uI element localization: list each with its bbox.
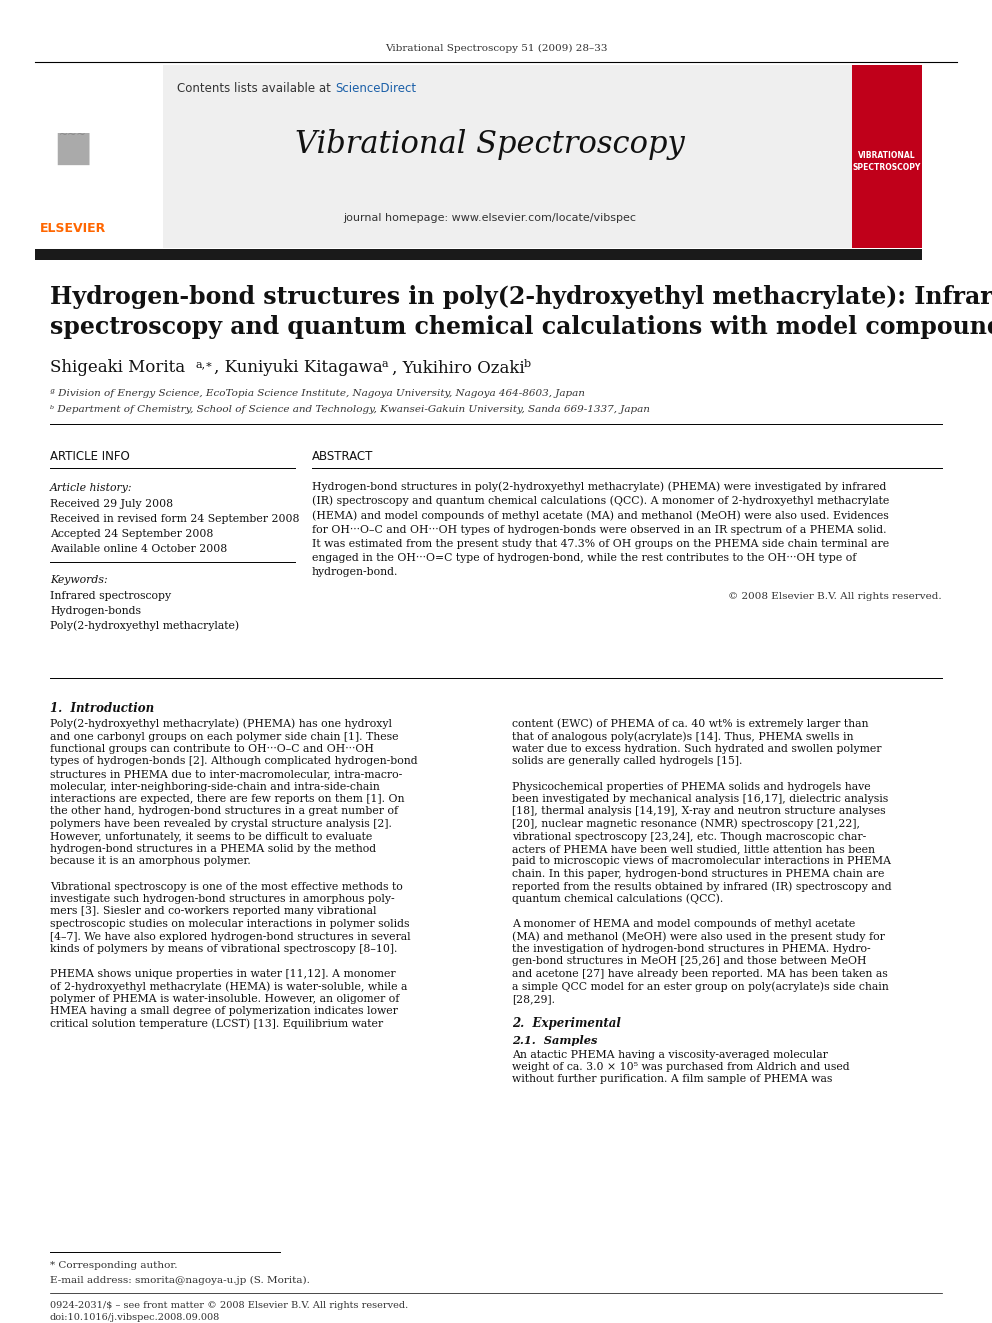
- Text: mers [3]. Siesler and co-workers reported many vibrational: mers [3]. Siesler and co-workers reporte…: [50, 906, 377, 917]
- Bar: [35, 65, 922, 247]
- Text: engaged in the OH···O=C type of hydrogen-bond, while the rest contributes to the: engaged in the OH···O=C type of hydrogen…: [312, 553, 856, 564]
- Text: Vibrational spectroscopy is one of the most effective methods to: Vibrational spectroscopy is one of the m…: [50, 881, 403, 892]
- Text: [4–7]. We have also explored hydrogen-bond structures in several: [4–7]. We have also explored hydrogen-bo…: [50, 931, 411, 942]
- Text: critical solution temperature (LCST) [13]. Equilibrium water: critical solution temperature (LCST) [13…: [50, 1019, 383, 1029]
- Text: Shigeaki Morita: Shigeaki Morita: [50, 360, 186, 377]
- Text: spectroscopic studies on molecular interactions in polymer solids: spectroscopic studies on molecular inter…: [50, 919, 410, 929]
- Text: Hydrogen-bond structures in poly(2-hydroxyethyl methacrylate): Infrared: Hydrogen-bond structures in poly(2-hydro…: [50, 284, 992, 310]
- Text: Hydrogen-bonds: Hydrogen-bonds: [50, 606, 141, 617]
- Text: polymer of PHEMA is water-insoluble. However, an oligomer of: polymer of PHEMA is water-insoluble. How…: [50, 994, 400, 1004]
- Text: for OH···O–C and OH···OH types of hydrogen-bonds were observed in an IR spectrum: for OH···O–C and OH···OH types of hydrog…: [312, 525, 887, 534]
- Text: kinds of polymers by means of vibrational spectroscopy [8–10].: kinds of polymers by means of vibrationa…: [50, 945, 398, 954]
- Text: (HEMA) and model compounds of methyl acetate (MA) and methanol (MeOH) were also : (HEMA) and model compounds of methyl ace…: [312, 511, 889, 521]
- Text: ELSEVIER: ELSEVIER: [40, 221, 106, 234]
- Text: acters of PHEMA have been well studied, little attention has been: acters of PHEMA have been well studied, …: [512, 844, 875, 855]
- Text: Received 29 July 2008: Received 29 July 2008: [50, 499, 174, 509]
- Text: Contents lists available at: Contents lists available at: [178, 82, 335, 94]
- Text: of 2-hydroxyethyl methacrylate (HEMA) is water-soluble, while a: of 2-hydroxyethyl methacrylate (HEMA) is…: [50, 982, 408, 992]
- Text: 2.1.  Samples: 2.1. Samples: [512, 1035, 597, 1046]
- Text: ª Division of Energy Science, EcoTopia Science Institute, Nagoya University, Nag: ª Division of Energy Science, EcoTopia S…: [50, 389, 585, 398]
- Bar: [852, 65, 922, 247]
- Text: hydrogen-bond.: hydrogen-bond.: [312, 568, 399, 577]
- Text: journal homepage: www.elsevier.com/locate/vibspec: journal homepage: www.elsevier.com/locat…: [343, 213, 637, 224]
- Text: solids are generally called hydrogels [15].: solids are generally called hydrogels [1…: [512, 757, 742, 766]
- Text: Poly(2-hydroxyethyl methacrylate) (PHEMA) has one hydroxyl: Poly(2-hydroxyethyl methacrylate) (PHEMA…: [50, 718, 392, 729]
- Text: reported from the results obtained by infrared (IR) spectroscopy and: reported from the results obtained by in…: [512, 881, 892, 892]
- Text: , Yukihiro Ozaki: , Yukihiro Ozaki: [392, 360, 525, 377]
- Text: functional groups can contribute to OH···O–C and OH···OH: functional groups can contribute to OH··…: [50, 744, 374, 754]
- Text: PHEMA shows unique properties in water [11,12]. A monomer: PHEMA shows unique properties in water […: [50, 968, 396, 979]
- Text: and acetone [27] have already been reported. MA has been taken as: and acetone [27] have already been repor…: [512, 968, 888, 979]
- Text: and one carbonyl groups on each polymer side chain [1]. These: and one carbonyl groups on each polymer …: [50, 732, 399, 741]
- Text: ARTICLE INFO: ARTICLE INFO: [50, 450, 130, 463]
- Text: the investigation of hydrogen-bond structures in PHEMA. Hydro-: the investigation of hydrogen-bond struc…: [512, 945, 871, 954]
- Text: interactions are expected, there are few reports on them [1]. On: interactions are expected, there are few…: [50, 794, 405, 804]
- Text: investigate such hydrogen-bond structures in amorphous poly-: investigate such hydrogen-bond structure…: [50, 894, 395, 904]
- Text: 0924-2031/$ – see front matter © 2008 Elsevier B.V. All rights reserved.: 0924-2031/$ – see front matter © 2008 El…: [50, 1301, 409, 1310]
- Text: content (EWC) of PHEMA of ca. 40 wt% is extremely larger than: content (EWC) of PHEMA of ca. 40 wt% is …: [512, 718, 869, 729]
- Text: ScienceDirect: ScienceDirect: [335, 82, 416, 94]
- Text: Physicochemical properties of PHEMA solids and hydrogels have: Physicochemical properties of PHEMA soli…: [512, 782, 871, 791]
- Text: A monomer of HEMA and model compounds of methyl acetate: A monomer of HEMA and model compounds of…: [512, 919, 855, 929]
- Text: water due to excess hydration. Such hydrated and swollen polymer: water due to excess hydration. Such hydr…: [512, 744, 882, 754]
- Text: [18], thermal analysis [14,19], X-ray and neutron structure analyses: [18], thermal analysis [14,19], X-ray an…: [512, 807, 886, 816]
- Text: , Kuniyuki Kitagawa: , Kuniyuki Kitagawa: [214, 360, 383, 377]
- Text: Available online 4 October 2008: Available online 4 October 2008: [50, 544, 227, 554]
- Text: SPECTROSCOPY: SPECTROSCOPY: [853, 163, 922, 172]
- Text: * Corresponding author.: * Corresponding author.: [50, 1261, 178, 1270]
- Text: that of analogous poly(acrylate)s [14]. Thus, PHEMA swells in: that of analogous poly(acrylate)s [14]. …: [512, 732, 853, 742]
- Text: (MA) and methanol (MeOH) were also used in the present study for: (MA) and methanol (MeOH) were also used …: [512, 931, 885, 942]
- Text: b: b: [524, 359, 531, 369]
- Text: However, unfortunately, it seems to be difficult to evaluate: However, unfortunately, it seems to be d…: [50, 831, 372, 841]
- Text: been investigated by mechanical analysis [16,17], dielectric analysis: been investigated by mechanical analysis…: [512, 794, 888, 804]
- Text: Keywords:: Keywords:: [50, 576, 107, 585]
- Text: ᵇ Department of Chemistry, School of Science and Technology, Kwansei-Gakuin Univ: ᵇ Department of Chemistry, School of Sci…: [50, 406, 650, 414]
- Text: 1.  Introduction: 1. Introduction: [50, 701, 154, 714]
- Text: Received in revised form 24 September 2008: Received in revised form 24 September 20…: [50, 515, 300, 524]
- Text: a simple QCC model for an ester group on poly(acrylate)s side chain: a simple QCC model for an ester group on…: [512, 982, 889, 992]
- Text: types of hydrogen-bonds [2]. Although complicated hydrogen-bond: types of hydrogen-bonds [2]. Although co…: [50, 757, 418, 766]
- Text: polymers have been revealed by crystal structure analysis [2].: polymers have been revealed by crystal s…: [50, 819, 392, 830]
- Text: ■: ■: [54, 127, 92, 169]
- Text: HMEA having a small degree of polymerization indicates lower: HMEA having a small degree of polymeriza…: [50, 1007, 398, 1016]
- Text: doi:10.1016/j.vibspec.2008.09.008: doi:10.1016/j.vibspec.2008.09.008: [50, 1312, 220, 1322]
- Text: Vibrational Spectroscopy: Vibrational Spectroscopy: [296, 130, 684, 160]
- Text: spectroscopy and quantum chemical calculations with model compounds: spectroscopy and quantum chemical calcul…: [50, 315, 992, 339]
- Text: a: a: [382, 359, 389, 369]
- Text: ABSTRACT: ABSTRACT: [312, 450, 373, 463]
- Text: 2.  Experimental: 2. Experimental: [512, 1017, 621, 1031]
- Text: weight of ca. 3.0 × 10⁵ was purchased from Aldrich and used: weight of ca. 3.0 × 10⁵ was purchased fr…: [512, 1062, 849, 1072]
- Text: because it is an amorphous polymer.: because it is an amorphous polymer.: [50, 856, 251, 867]
- Text: paid to microscopic views of macromolecular interactions in PHEMA: paid to microscopic views of macromolecu…: [512, 856, 891, 867]
- Text: quantum chemical calculations (QCC).: quantum chemical calculations (QCC).: [512, 894, 723, 905]
- Bar: [35, 65, 163, 247]
- Text: Infrared spectroscopy: Infrared spectroscopy: [50, 591, 172, 601]
- Text: structures in PHEMA due to inter-macromolecular, intra-macro-: structures in PHEMA due to inter-macromo…: [50, 769, 402, 779]
- Text: the other hand, hydrogen-bond structures in a great number of: the other hand, hydrogen-bond structures…: [50, 807, 398, 816]
- Text: © 2008 Elsevier B.V. All rights reserved.: © 2008 Elsevier B.V. All rights reserved…: [728, 591, 942, 601]
- Text: Accepted 24 September 2008: Accepted 24 September 2008: [50, 529, 213, 538]
- Text: a,∗: a,∗: [196, 359, 213, 369]
- Text: Poly(2-hydroxyethyl methacrylate): Poly(2-hydroxyethyl methacrylate): [50, 620, 239, 631]
- Text: without further purification. A film sample of PHEMA was: without further purification. A film sam…: [512, 1074, 832, 1085]
- Text: Article history:: Article history:: [50, 483, 133, 493]
- Text: vibrational spectroscopy [23,24], etc. Though macroscopic char-: vibrational spectroscopy [23,24], etc. T…: [512, 831, 866, 841]
- Text: hydrogen-bond structures in a PHEMA solid by the method: hydrogen-bond structures in a PHEMA soli…: [50, 844, 376, 855]
- Text: gen-bond structures in MeOH [25,26] and those between MeOH: gen-bond structures in MeOH [25,26] and …: [512, 957, 866, 967]
- Bar: [35, 249, 922, 261]
- Text: It was estimated from the present study that 47.3% of OH groups on the PHEMA sid: It was estimated from the present study …: [312, 538, 889, 549]
- Text: chain. In this paper, hydrogen-bond structures in PHEMA chain are: chain. In this paper, hydrogen-bond stru…: [512, 869, 885, 878]
- Text: [28,29].: [28,29].: [512, 994, 555, 1004]
- Text: Hydrogen-bond structures in poly(2-hydroxyethyl methacrylate) (PHEMA) were inves: Hydrogen-bond structures in poly(2-hydro…: [312, 482, 887, 492]
- Text: ~~~: ~~~: [60, 130, 87, 140]
- Text: VIBRATIONAL: VIBRATIONAL: [858, 151, 916, 160]
- Text: Vibrational Spectroscopy 51 (2009) 28–33: Vibrational Spectroscopy 51 (2009) 28–33: [385, 44, 607, 53]
- Text: E-mail address: smorita@nagoya-u.jp (S. Morita).: E-mail address: smorita@nagoya-u.jp (S. …: [50, 1275, 310, 1285]
- Text: molecular, inter-neighboring-side-chain and intra-side-chain: molecular, inter-neighboring-side-chain …: [50, 782, 380, 791]
- Text: An atactic PHEMA having a viscosity-averaged molecular: An atactic PHEMA having a viscosity-aver…: [512, 1049, 828, 1060]
- Text: [20], nuclear magnetic resonance (NMR) spectroscopy [21,22],: [20], nuclear magnetic resonance (NMR) s…: [512, 819, 860, 830]
- Text: (IR) spectroscopy and quantum chemical calculations (QCC). A monomer of 2-hydrox: (IR) spectroscopy and quantum chemical c…: [312, 496, 889, 507]
